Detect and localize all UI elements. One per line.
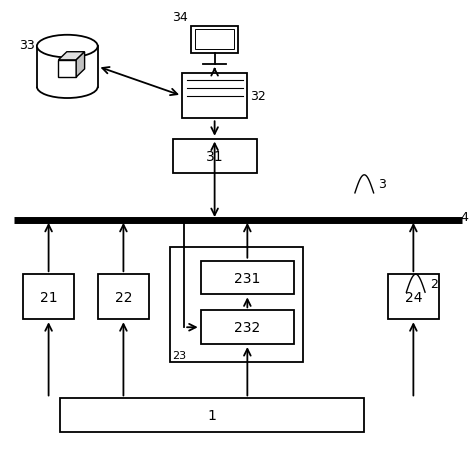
Ellipse shape [37,36,98,58]
Text: 4: 4 [460,211,468,224]
Bar [23,274,74,319]
Text: 31: 31 [206,149,223,163]
Polygon shape [59,53,85,61]
Bar [37,47,98,88]
Text: 24: 24 [405,290,422,304]
Polygon shape [76,53,85,78]
Bar [195,30,234,50]
Text: 33: 33 [19,39,35,51]
Bar [98,274,149,319]
Text: 2: 2 [430,277,437,290]
Text: 231: 231 [234,271,260,285]
Bar [60,398,364,432]
Bar [170,247,304,363]
Text: 3: 3 [378,178,386,191]
Text: 232: 232 [234,320,260,335]
Text: 1: 1 [208,409,217,422]
Bar [191,27,238,54]
Bar [387,274,439,319]
Text: 21: 21 [40,290,58,304]
Bar [200,261,294,295]
Bar [182,74,248,119]
Text: 34: 34 [172,11,188,24]
Text: 23: 23 [172,350,187,360]
Bar [172,140,257,173]
Text: 22: 22 [115,290,132,304]
Bar [200,311,294,344]
Bar [59,61,76,78]
Text: 32: 32 [250,90,266,103]
